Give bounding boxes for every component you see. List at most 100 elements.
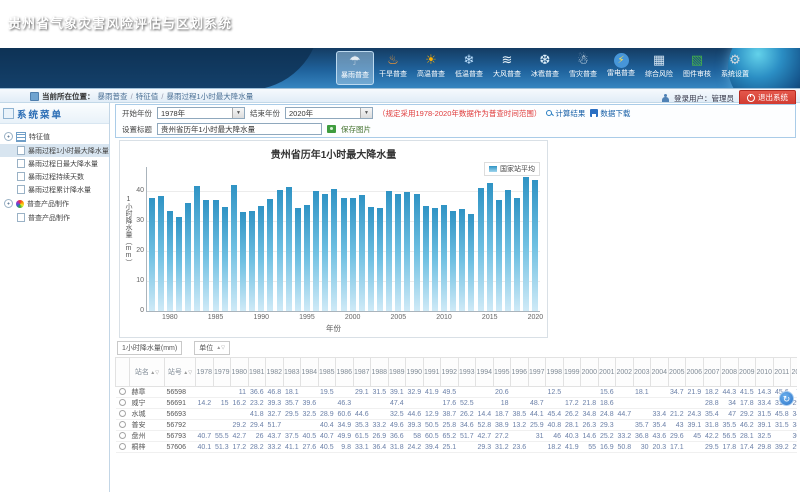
start-year-select[interactable]: 1978年 ▼ — [157, 107, 245, 119]
value-cell: 40.5 — [318, 442, 336, 453]
save-image-button[interactable]: 保存图片 — [341, 124, 371, 135]
value-cell: 21.9 — [686, 387, 704, 398]
search-icon — [546, 110, 553, 117]
row-select-radio[interactable] — [116, 431, 130, 442]
sidebar-item-label: 暴雨过程持续天数 — [28, 172, 84, 182]
nav-drought[interactable]: ♨干旱普查 — [374, 51, 412, 85]
row-select-radio[interactable] — [116, 398, 130, 409]
value-field-chip[interactable]: 1小时降水量(mm) — [117, 341, 182, 355]
nav-label: 雪灾普查 — [569, 69, 597, 79]
breadcrumb-separator: / — [128, 92, 136, 101]
breadcrumb-segments: 暴雨普查 / 特征值 / 暴雨过程1小时最大降水量 — [98, 91, 254, 102]
sidebar-group-palette[interactable]: 普查产品制作 — [0, 196, 109, 211]
nav-map-review[interactable]: ▧图件审核 — [678, 51, 716, 85]
value-cell: 60.5 — [423, 431, 441, 442]
value-cell: 35.7 — [633, 420, 651, 431]
value-cell: 28.8 — [703, 398, 721, 409]
value-cell — [301, 387, 319, 398]
value-cell: 30.2 — [791, 431, 798, 442]
value-cell: 18.7 — [493, 409, 511, 420]
value-cell: 30 — [633, 442, 651, 453]
unit-sort-chip[interactable]: 单位 ▲▽ — [194, 341, 230, 355]
bar-2003 — [377, 208, 383, 312]
sidebar-item[interactable]: 普查产品制作 — [0, 211, 109, 224]
chart-title-input[interactable]: 贵州省历年1小时最大降水量 — [157, 123, 322, 135]
station-name-cell: 水城 — [130, 409, 165, 420]
nav-wind[interactable]: ≋大风普查 — [488, 51, 526, 85]
bar-2012 — [459, 209, 465, 311]
row-select-radio[interactable] — [116, 387, 130, 398]
sort-arrows-icon[interactable]: ▲▽ — [149, 370, 159, 376]
year-column-header: 1978 — [196, 358, 214, 387]
bar-1993 — [286, 187, 292, 312]
sidebar-item-label: 暴雨过程1小时最大降水量 — [28, 146, 109, 156]
value-cell: 15 — [213, 398, 231, 409]
expander-icon[interactable] — [4, 199, 13, 208]
data-download-button[interactable]: 数据下载 — [590, 108, 630, 119]
breadcrumb-separator: / — [158, 92, 166, 101]
palette-icon — [16, 200, 24, 208]
value-cell: 29.4 — [248, 420, 266, 431]
nav-high-temp[interactable]: ☀高温普查 — [412, 51, 450, 85]
sort-arrows-icon[interactable]: ▲▽ — [182, 370, 192, 376]
row-select-radio[interactable] — [116, 409, 130, 420]
breadcrumb-item[interactable]: 暴雨过程1小时最大降水量 — [167, 92, 254, 101]
drought-icon: ♨ — [387, 51, 399, 69]
bar-2017 — [505, 190, 511, 311]
value-cell: 11 — [231, 387, 249, 398]
nav-low-temp[interactable]: ❄低温普查 — [450, 51, 488, 85]
camera-icon — [327, 125, 336, 133]
table-row: 威宁5669114.21516.223.239.335.739.646.347.… — [116, 398, 798, 409]
value-cell: 14.4 — [476, 409, 494, 420]
row-select-radio[interactable] — [116, 442, 130, 453]
value-cell: 29.2 — [231, 420, 249, 431]
station-id-header[interactable]: 站号 ▲▽ — [165, 358, 196, 387]
nav-lightning[interactable]: ⚡雷电普查 — [602, 51, 640, 85]
sidebar-item[interactable]: 暴雨过程累计降水量 — [0, 183, 109, 196]
nav-settings[interactable]: ⚙系统设置 — [716, 51, 754, 85]
bar-1980 — [167, 211, 173, 311]
value-cell — [196, 420, 214, 431]
value-cell: 34.3 — [791, 409, 798, 420]
value-field-label: 1小时降水量(mm) — [122, 343, 177, 353]
expander-icon[interactable] — [4, 132, 13, 141]
location-icon — [30, 92, 39, 101]
sidebar-item[interactable]: 暴雨过程持续天数 — [0, 170, 109, 183]
breadcrumb-item[interactable]: 特征值 — [136, 92, 159, 101]
value-cell: 33.2 — [266, 442, 284, 453]
value-cell: 52.5 — [458, 398, 476, 409]
calculate-button[interactable]: 计算结果 — [546, 108, 585, 119]
chart-title: 贵州省历年1小时最大降水量 — [120, 146, 547, 161]
value-cell: 20.3 — [651, 442, 669, 453]
sidebar-group-label: 普查产品制作 — [27, 199, 69, 209]
sidebar-collapse-icon[interactable] — [3, 108, 14, 119]
end-year-select[interactable]: 2020年 ▼ — [285, 107, 373, 119]
nav-risk[interactable]: ▦综合风险 — [640, 51, 678, 85]
value-cell: 17.6 — [441, 398, 459, 409]
sidebar-item[interactable]: 暴雨过程1小时最大降水量 — [0, 144, 109, 157]
download-label: 数据下载 — [600, 108, 630, 119]
chart-legend[interactable]: 国家站平均 — [484, 162, 540, 176]
year-column-header: 1995 — [493, 358, 511, 387]
station-data-table-wrap[interactable]: 站名 ▲▽站号 ▲▽197819791980198119821983198419… — [115, 357, 797, 457]
value-cell: 31.2 — [493, 442, 511, 453]
nav-rainstorm[interactable]: ☂暴雨普查 — [336, 51, 374, 85]
station-name-header[interactable]: 站名 ▲▽ — [130, 358, 165, 387]
value-cell: 28.1 — [563, 420, 581, 431]
settings-icon: ⚙ — [729, 51, 741, 69]
value-cell — [511, 431, 529, 442]
refresh-float-icon[interactable]: ↻ — [779, 391, 794, 406]
sidebar-group-list[interactable]: 特征值 — [0, 129, 109, 144]
breadcrumb-item[interactable]: 暴雨普查 — [98, 92, 128, 101]
value-cell: 16.2 — [231, 398, 249, 409]
sidebar-item[interactable]: 暴雨过程日最大降水量 — [0, 157, 109, 170]
bar-2006 — [404, 192, 410, 311]
value-cell: 26.2 — [563, 409, 581, 420]
nav-hail[interactable]: ❆冰雹普查 — [526, 51, 564, 85]
row-select-radio[interactable] — [116, 420, 130, 431]
bar-1999 — [341, 198, 347, 311]
value-cell: 33.2 — [371, 420, 389, 431]
value-cell: 46.3 — [336, 398, 354, 409]
nav-snow[interactable]: ☃雪灾普查 — [564, 51, 602, 85]
value-cell: 56.5 — [721, 431, 739, 442]
